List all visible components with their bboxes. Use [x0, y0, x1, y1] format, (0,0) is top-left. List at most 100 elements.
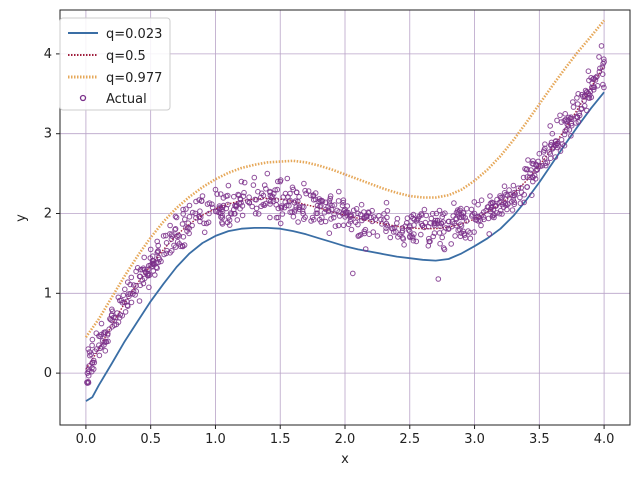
scatter-point	[253, 205, 260, 212]
legend-label-actual: Actual	[106, 92, 147, 107]
scatter-point	[171, 242, 177, 249]
scatter-point	[580, 93, 586, 100]
scatter-point	[457, 227, 463, 233]
scatter-point	[331, 211, 337, 217]
scatter-point	[175, 232, 181, 238]
scatter-point	[524, 174, 530, 180]
scatter-point	[198, 198, 205, 204]
scatter-point	[246, 194, 252, 200]
scatter-point	[141, 254, 147, 261]
scatter-point	[511, 199, 518, 205]
scatter-point	[558, 137, 565, 143]
scatter-point	[130, 291, 136, 297]
scatter-point	[533, 167, 539, 174]
scatter-point	[277, 177, 284, 183]
scatter-point	[350, 270, 356, 277]
scatter-point	[376, 213, 382, 219]
scatter-point	[122, 286, 128, 293]
scatter-point	[455, 209, 461, 215]
scatter-point	[236, 200, 243, 206]
scatter-point	[287, 197, 293, 204]
x-tick-label: 2.0	[335, 432, 356, 447]
scatter-point	[563, 118, 570, 125]
y-tick-label: 4	[44, 47, 52, 62]
scatter-point	[399, 227, 406, 234]
scatter-point	[89, 342, 95, 349]
scatter-point	[348, 213, 355, 219]
scatter-point	[355, 233, 362, 239]
scatter-point	[334, 207, 340, 214]
scatter-point	[326, 198, 333, 204]
scatter-point	[183, 206, 189, 212]
scatter-point	[264, 170, 271, 177]
scatter-point	[224, 192, 231, 199]
scatter-point	[510, 182, 517, 189]
scatter-point	[147, 246, 154, 253]
scatter-point	[387, 234, 394, 241]
scatter-point	[497, 193, 503, 199]
scatter-point	[362, 246, 369, 252]
scatter-point	[258, 203, 264, 210]
scatter-point	[270, 198, 277, 205]
scatter-point	[92, 348, 98, 355]
scatter-point	[473, 217, 480, 223]
scatter-point	[246, 200, 253, 206]
scatter-point	[133, 288, 139, 295]
scatter-point	[241, 179, 248, 186]
scatter-point	[220, 202, 227, 209]
scatter-point	[117, 312, 124, 318]
scatter-point	[179, 221, 186, 227]
scatter-point	[146, 272, 153, 279]
y-tick-label: 2	[44, 207, 52, 222]
scatter-point	[327, 195, 334, 202]
x-tick-label: 4.0	[594, 432, 615, 447]
x-tick-label: 3.0	[464, 432, 485, 447]
scatter-point	[362, 226, 369, 233]
scatter-point	[521, 191, 528, 198]
scatter-point	[314, 202, 321, 209]
scatter-point	[557, 148, 564, 154]
scatter-point	[453, 222, 459, 229]
scatter-point	[189, 209, 196, 216]
scatter-point	[428, 215, 435, 222]
scatter-point	[458, 205, 464, 212]
scatter-point	[217, 210, 224, 216]
scatter-point	[439, 234, 446, 241]
scatter-point	[353, 206, 360, 212]
scatter-point	[140, 280, 147, 287]
scatter-point	[241, 189, 247, 196]
scatter-point	[431, 230, 438, 236]
scatter-point	[339, 202, 346, 209]
scatter-point	[115, 294, 122, 301]
scatter-point	[293, 189, 300, 196]
scatter-point	[370, 214, 377, 220]
scatter-point	[255, 211, 262, 217]
scatter-point	[289, 184, 296, 191]
scatter-point	[410, 237, 417, 244]
scatter-point	[251, 174, 258, 181]
scatter-point	[273, 214, 280, 221]
scatter-point	[267, 198, 274, 205]
scatter-point	[308, 218, 314, 224]
scatter-point	[486, 231, 493, 237]
scatter-point	[415, 215, 421, 222]
scatter-point	[302, 187, 308, 194]
scatter-point	[578, 106, 584, 112]
scatter-point	[405, 227, 412, 233]
scatter-point	[487, 200, 494, 207]
scatter-point	[524, 166, 530, 172]
scatter-point	[478, 222, 484, 229]
scatter-point	[460, 213, 466, 220]
scatter-point	[566, 127, 573, 133]
scatter-point	[336, 188, 342, 195]
scatter-point	[278, 204, 285, 211]
scatter-point	[250, 182, 257, 188]
scatter-point	[384, 222, 391, 229]
scatter-point	[152, 272, 158, 278]
scatter-point	[296, 194, 302, 200]
scatter-point	[335, 222, 342, 229]
scatter-point	[527, 170, 533, 176]
scatter-point	[163, 232, 169, 239]
scatter-point	[127, 281, 133, 288]
scatter-point	[564, 121, 571, 127]
